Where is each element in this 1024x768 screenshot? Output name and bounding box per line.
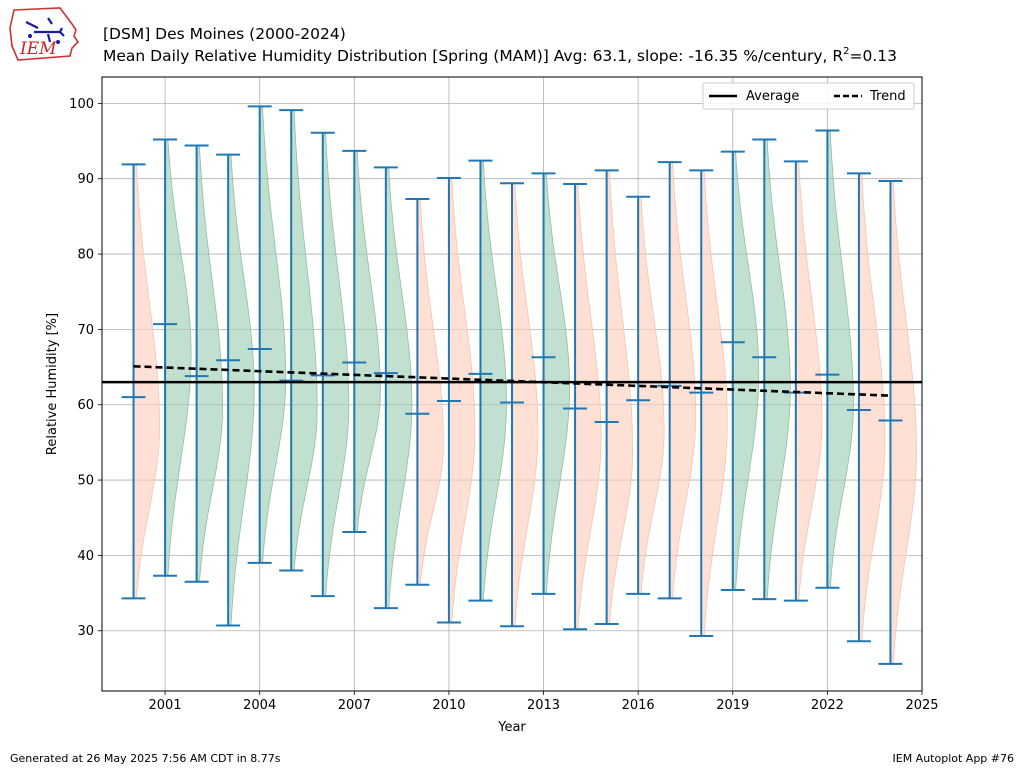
y-tick-label: 80: [77, 248, 94, 263]
violin-2001: [164, 139, 192, 577]
y-tick-label: 30: [77, 624, 94, 639]
violin-2017: [669, 161, 697, 599]
violin-2002: [196, 145, 223, 583]
subtitle-superscript: 2: [843, 46, 850, 57]
violin-2011: [480, 160, 507, 602]
violin-2004: [259, 105, 287, 564]
subtitle-main: Mean Daily Relative Humidity Distributio…: [103, 47, 844, 65]
y-tick-label: 70: [77, 323, 94, 338]
x-tick-label: 2013: [527, 698, 560, 713]
y-tick-label: 90: [77, 172, 94, 187]
violin-2010: [448, 177, 476, 623]
whiskers: [121, 105, 903, 665]
violin-2019: [732, 151, 760, 591]
violin-2009: [416, 198, 444, 586]
violin-2006: [322, 132, 350, 597]
violin-2008: [385, 166, 413, 609]
violin-2024: [890, 180, 917, 665]
violin-2003: [227, 154, 255, 626]
x-axis-label: Year: [497, 720, 526, 735]
violin-2015: [606, 169, 633, 625]
violin-2007: [353, 150, 381, 533]
generated-timestamp: Generated at 26 May 2025 7:56 AM CDT in …: [10, 752, 281, 765]
violin-2020: [763, 139, 791, 600]
y-tick-label: 60: [77, 398, 94, 413]
x-tick-label: 2007: [338, 698, 371, 713]
y-ticks: 30 40 50 60 70 80 90 100: [69, 97, 102, 639]
x-tick-label: 2025: [905, 698, 938, 713]
trend-line: [133, 364, 891, 397]
violin-2012: [511, 182, 539, 627]
x-tick-label: 2022: [811, 698, 844, 713]
y-axis-label: Relative Humidity [%]: [45, 313, 60, 455]
chart-subtitle: Mean Daily Relative Humidity Distributio…: [103, 46, 898, 66]
chart-title: [DSM] Des Moines (2000-2024): [103, 25, 346, 43]
iem-logo: IEM: [9, 7, 80, 61]
y-tick-label: 50: [77, 474, 94, 489]
app-label: IEM Autoplot App #76: [892, 752, 1015, 765]
x-tick-label: 2004: [243, 698, 276, 713]
violin-2005: [290, 109, 318, 571]
logo-text: IEM: [19, 39, 57, 59]
violin-2014: [574, 183, 602, 630]
x-tick-label: 2001: [149, 698, 182, 713]
legend: Average Trend: [702, 82, 915, 110]
violin-2022: [826, 130, 854, 589]
plot-frame: [101, 76, 923, 692]
subtitle-tail: =0.13: [849, 47, 898, 65]
y-tick-label: 40: [77, 549, 94, 564]
legend-trend-label: Trend: [869, 89, 906, 104]
x-tick-label: 2016: [622, 698, 655, 713]
violin-2018: [700, 169, 728, 637]
violins: [133, 105, 917, 665]
y-tick-label: 100: [69, 97, 94, 112]
x-tick-label: 2019: [716, 698, 749, 713]
reference-lines: [102, 364, 922, 397]
x-ticks: 2001 2004 2007 2010 2013 2016 2019 2022 2025: [149, 691, 939, 713]
violin-2023: [858, 172, 886, 642]
legend-box: [702, 82, 915, 110]
legend-average-label: Average: [746, 89, 799, 104]
x-tick-label: 2010: [432, 698, 465, 713]
violin-2016: [637, 196, 665, 595]
